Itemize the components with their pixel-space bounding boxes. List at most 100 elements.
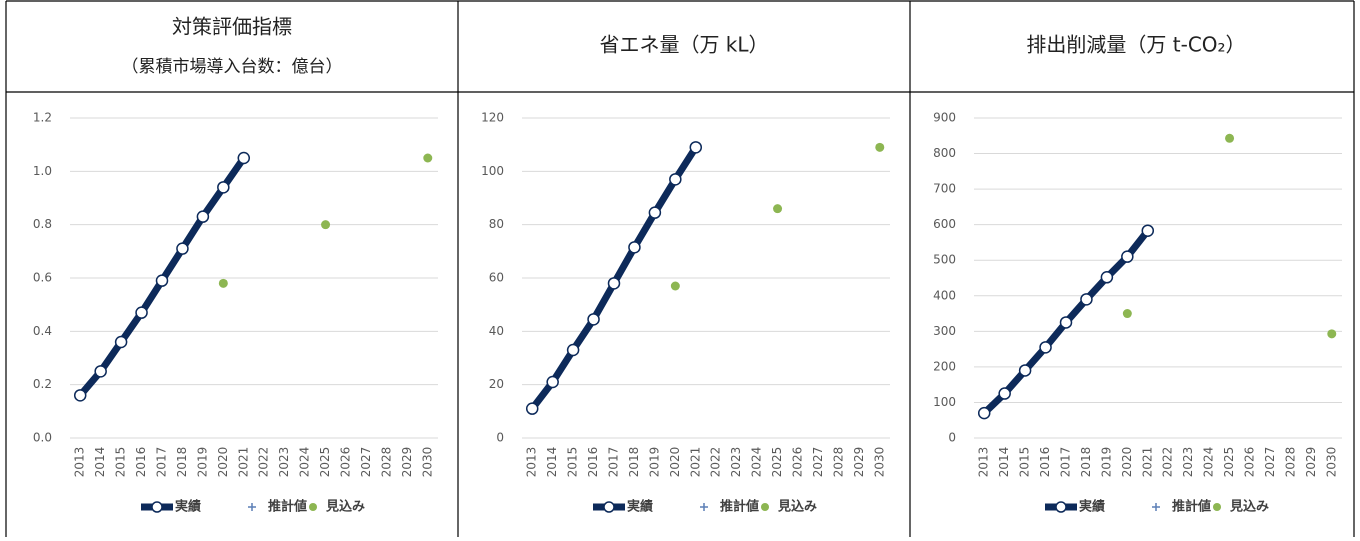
x-tick-label: 2015 <box>114 447 128 478</box>
point-marker <box>1141 224 1155 237</box>
x-tick-label: 2021 <box>688 447 702 478</box>
x-tick-label: 2027 <box>359 447 373 478</box>
x-tick-label: 2025 <box>770 447 784 478</box>
legend-label: 推計値 <box>1172 499 1211 515</box>
legend-label: 実績 <box>175 499 201 515</box>
y-tick-label: 0.8 <box>33 217 52 231</box>
y-tick-label: 0.4 <box>33 324 52 338</box>
x-tick-label: 2030 <box>420 447 434 478</box>
legend-label: 実績 <box>627 499 653 515</box>
x-tick-label: 2026 <box>1243 447 1257 478</box>
point-marker <box>669 173 682 186</box>
point-marker <box>1327 329 1337 339</box>
chart-title: 排出削減量（万 t-CO₂） <box>1026 33 1245 57</box>
x-tick-label: 2021 <box>1140 447 1154 478</box>
y-tick-label: 0.0 <box>33 431 52 445</box>
point-marker <box>977 406 991 420</box>
legend-marker <box>1213 503 1221 511</box>
x-tick-label: 2027 <box>1263 447 1277 478</box>
x-tick-label: 2013 <box>525 447 539 478</box>
point-marker <box>1059 316 1073 329</box>
y-tick-label: 0 <box>496 431 504 445</box>
y-tick-label: 800 <box>933 146 956 160</box>
x-tick-label: 2023 <box>729 447 743 478</box>
y-tick-label: 500 <box>933 253 956 267</box>
legend-label: 見込み <box>1229 499 1269 515</box>
point-marker <box>1100 271 1114 284</box>
x-tick-label: 2025 <box>318 447 332 478</box>
point-marker <box>670 281 680 291</box>
x-tick-label: 2018 <box>627 447 641 478</box>
x-tick-label: 2024 <box>1202 447 1216 478</box>
legend-marker <box>700 503 708 511</box>
x-tick-label: 2013 <box>977 447 991 478</box>
y-tick-label: 20 <box>489 377 504 391</box>
x-tick-label: 2022 <box>257 447 271 478</box>
point-marker <box>321 220 331 230</box>
y-tick-label: 80 <box>489 217 504 231</box>
x-tick-label: 2029 <box>852 447 866 478</box>
x-tick-label: 2029 <box>1304 447 1318 478</box>
y-tick-label: 120 <box>481 111 504 125</box>
legend-label: 推計値 <box>268 499 307 515</box>
point-marker <box>196 210 210 223</box>
point-marker <box>218 278 228 288</box>
x-tick-label: 2026 <box>339 447 353 478</box>
point-marker <box>114 335 128 349</box>
legend-marker <box>1055 501 1067 513</box>
y-tick-label: 0 <box>948 431 956 445</box>
chart-title: 省エネ量（万 kL） <box>599 33 768 57</box>
x-tick-label: 2014 <box>997 447 1011 478</box>
x-tick-label: 2018 <box>175 447 189 478</box>
x-tick-label: 2028 <box>831 447 845 478</box>
point-marker <box>1121 250 1134 263</box>
y-tick-label: 1.0 <box>33 164 52 178</box>
point-marker <box>773 204 783 214</box>
point-marker <box>217 181 230 194</box>
y-tick-label: 700 <box>933 182 956 196</box>
x-tick-label: 2021 <box>236 447 250 478</box>
legend-marker <box>761 503 769 511</box>
table-frame <box>5 0 1355 537</box>
x-tick-label: 2030 <box>1324 447 1338 478</box>
point-marker <box>73 389 87 402</box>
legend-label: 実績 <box>1079 499 1105 515</box>
y-tick-label: 0.6 <box>33 271 52 285</box>
legend-label: 推計値 <box>720 499 759 515</box>
y-tick-label: 1.2 <box>33 111 52 125</box>
x-tick-label: 2018 <box>1079 447 1093 478</box>
x-tick-label: 2016 <box>134 447 148 478</box>
point-marker <box>1018 364 1032 377</box>
legend-marker <box>309 503 317 511</box>
chart-title: 対策評価指標 <box>172 15 292 39</box>
point-marker <box>998 387 1011 400</box>
y-tick-label: 100 <box>933 395 956 409</box>
x-tick-label: 2024 <box>298 447 312 478</box>
x-tick-label: 2014 <box>93 447 107 478</box>
legend-label: 見込み <box>325 499 365 515</box>
x-tick-label: 2028 <box>379 447 393 478</box>
y-tick-label: 200 <box>933 359 956 373</box>
legend-marker <box>603 501 615 513</box>
point-marker <box>546 375 559 389</box>
x-tick-label: 2015 <box>566 447 580 478</box>
legend-marker <box>151 501 163 513</box>
x-tick-label: 2016 <box>586 447 600 478</box>
x-tick-label: 2023 <box>1181 447 1195 478</box>
point-marker <box>525 402 539 415</box>
x-tick-label: 2029 <box>400 447 414 478</box>
point-marker <box>423 153 433 163</box>
x-tick-label: 2026 <box>791 447 805 478</box>
x-tick-label: 2027 <box>811 447 825 478</box>
y-tick-label: 40 <box>489 324 504 338</box>
x-tick-label: 2020 <box>1120 447 1134 478</box>
y-tick-label: 100 <box>481 164 504 178</box>
x-tick-label: 2020 <box>668 447 682 478</box>
x-tick-label: 2015 <box>1018 447 1032 478</box>
point-marker <box>1039 341 1052 354</box>
x-tick-label: 2030 <box>872 447 886 478</box>
x-tick-label: 2023 <box>277 447 291 478</box>
y-tick-label: 900 <box>933 111 956 125</box>
x-tick-label: 2024 <box>750 447 764 478</box>
